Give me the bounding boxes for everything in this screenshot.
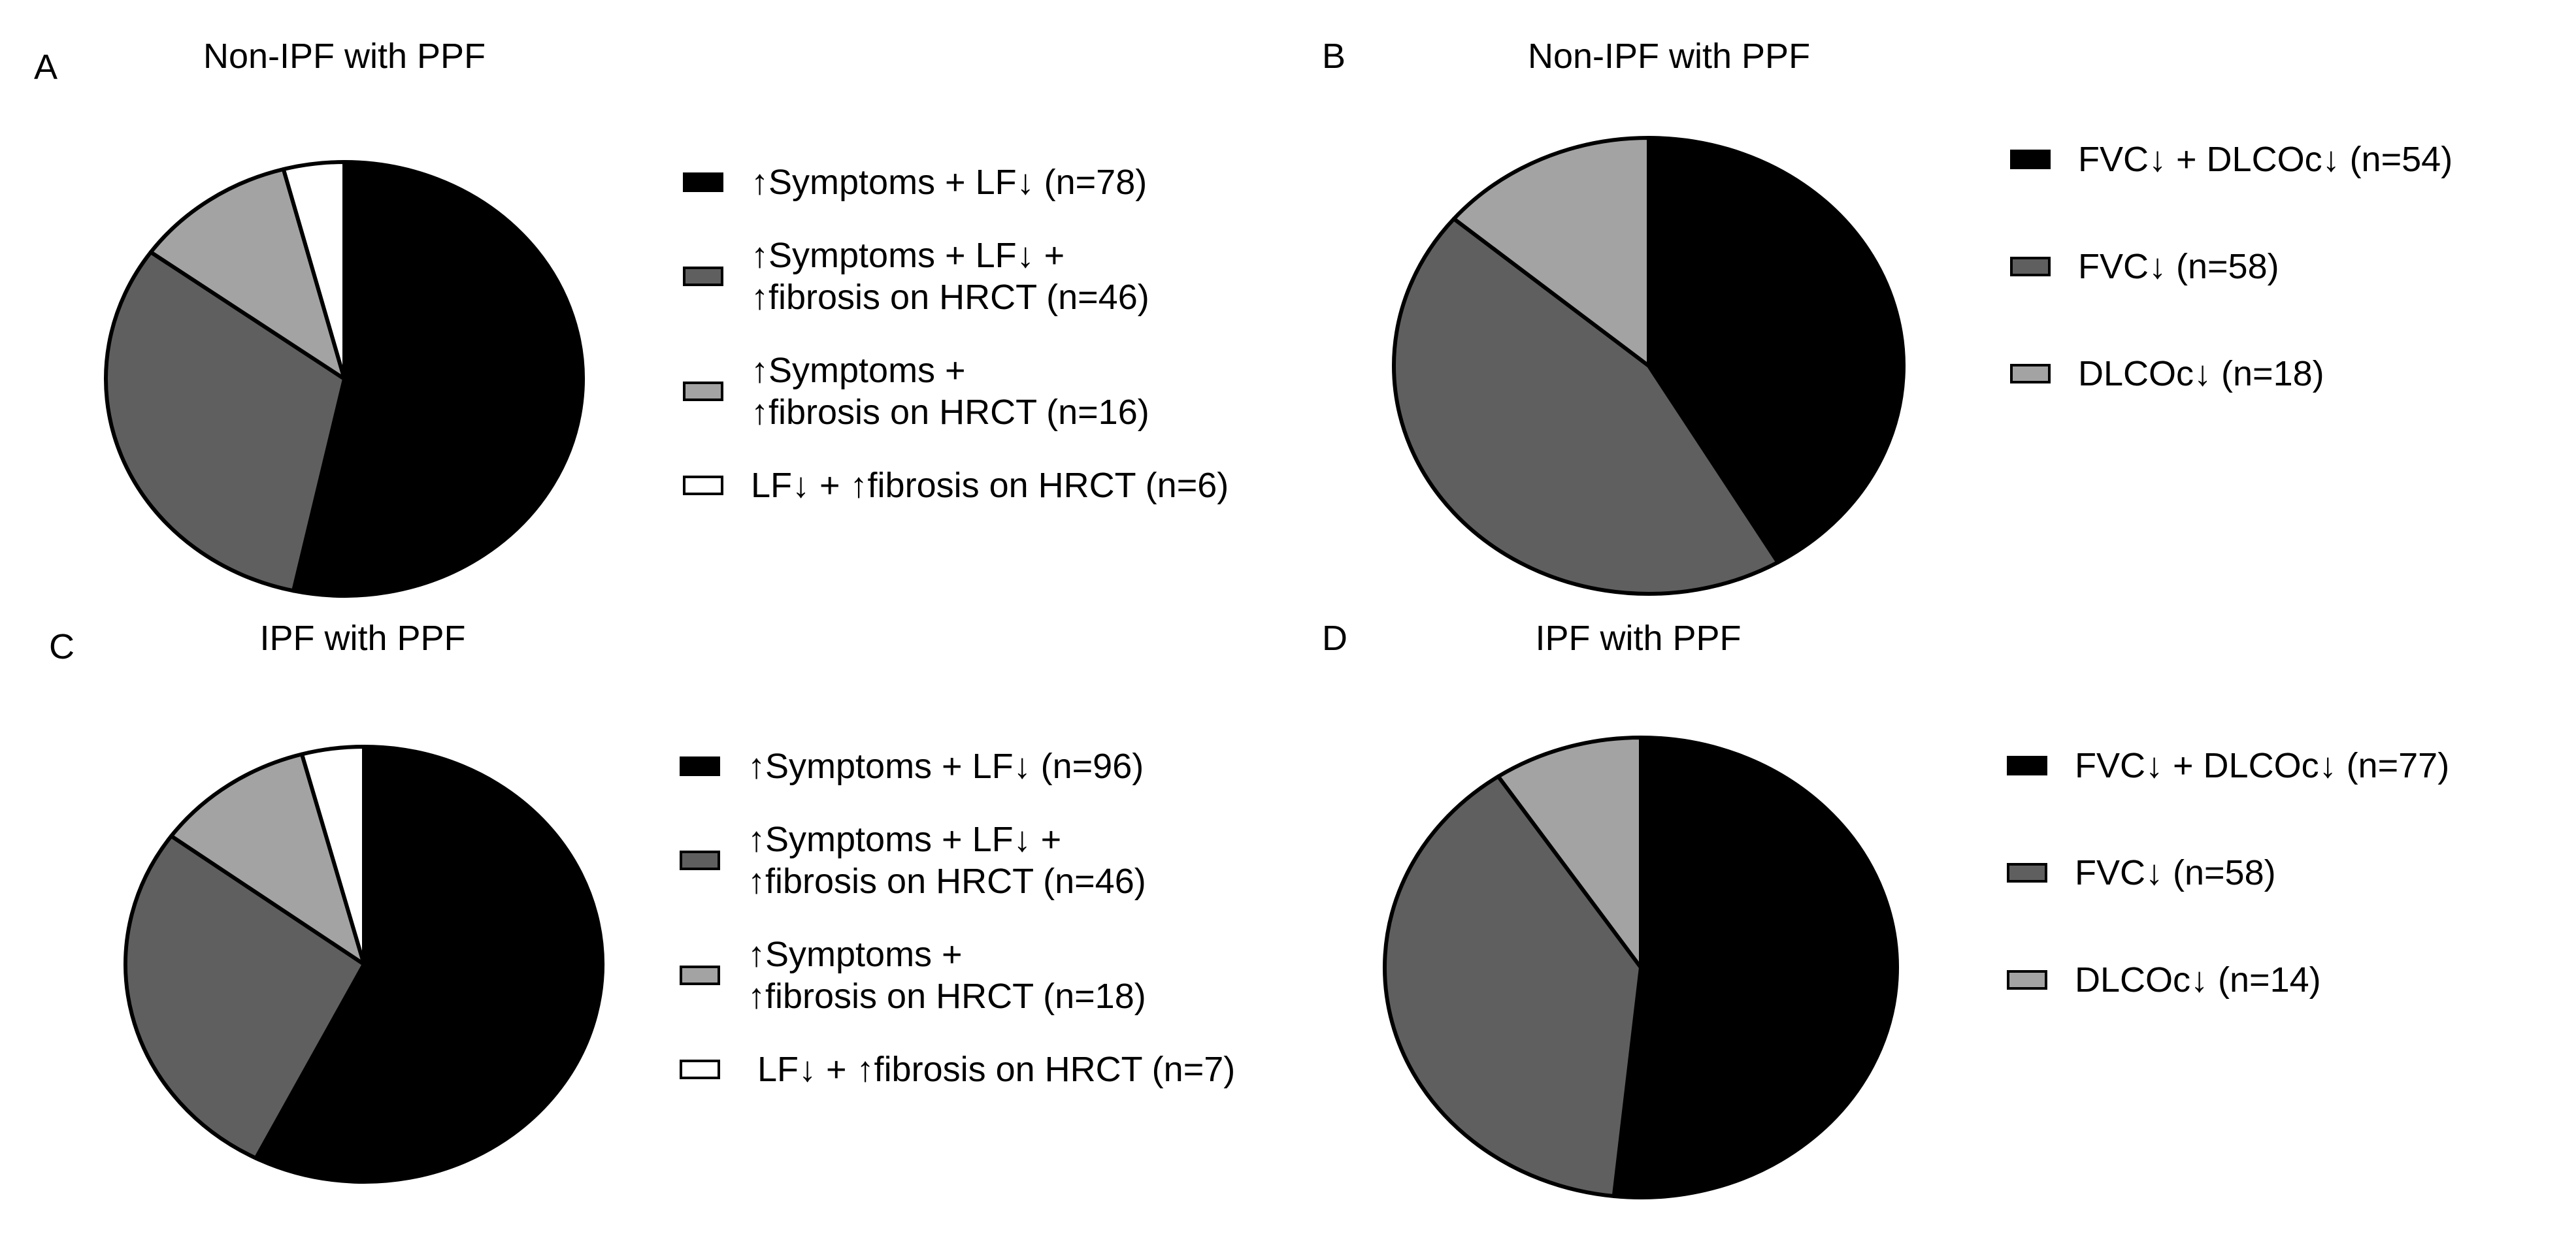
- legend-swatch: [2007, 756, 2047, 775]
- legend-label-line: FVC↓ + DLCOc↓ (n=54): [2078, 140, 2453, 179]
- legend-label: ↑Symptoms + LF↓ (n=78): [751, 161, 1147, 203]
- legend-swatch: [680, 851, 720, 870]
- legend-item: FVC↓ (n=58): [2010, 246, 2452, 287]
- legend-swatch: [683, 172, 723, 192]
- pie-slice-1: [1611, 736, 1899, 1199]
- legend-swatch: [2007, 970, 2047, 990]
- legend-label-line: DLCOc↓ (n=18): [2078, 354, 2324, 393]
- legend-swatch: [2010, 364, 2051, 383]
- legend-label: ↑Symptoms + LF↓ + ↑fibrosis on HRCT (n=46…: [751, 235, 1149, 318]
- legend: ↑Symptoms + LF↓ (n=78) ↑Symptoms + LF↓ + ↑…: [683, 161, 1229, 538]
- legend-item: DLCOc↓ (n=14): [2007, 959, 2449, 1001]
- panel-letter: C: [49, 627, 74, 666]
- panel-letter: D: [1322, 619, 1347, 658]
- legend-label-line: FVC↓ (n=58): [2078, 247, 2279, 286]
- pie-slice-2: [1392, 216, 1780, 596]
- legend-label: FVC↓ + DLCOc↓ (n=54): [2078, 138, 2452, 180]
- legend-label: ↑Symptoms + LF↓ (n=96): [748, 745, 1144, 787]
- panel-letter: B: [1322, 37, 1346, 76]
- legend-label-line: ↑Symptoms +: [751, 351, 966, 390]
- panel-a: A Non-IPF with PPF ↑Symptoms + LF↓ (n=78…: [0, 0, 1288, 618]
- legend-label: ↑Symptoms + ↑fibrosis on HRCT (n=16): [751, 350, 1149, 433]
- pie-slice-1: [291, 160, 585, 598]
- pie-slice-2: [1383, 774, 1643, 1199]
- legend-swatch: [683, 382, 723, 401]
- chart-title: Non-IPF with PPF: [1527, 37, 1811, 76]
- legend-label: LF↓ + ↑fibrosis on HRCT (n=7): [748, 1049, 1235, 1090]
- chart-title: Non-IPF with PPF: [203, 37, 486, 76]
- pie-slice-1: [1647, 136, 1906, 564]
- pie-slice-4: [281, 160, 346, 381]
- legend-label: FVC↓ + DLCOc↓ (n=77): [2075, 745, 2449, 787]
- chart-title: IPF with PPF: [259, 619, 466, 658]
- legend-item: ↑Symptoms + LF↓ (n=78): [683, 161, 1229, 203]
- legend-swatch: [2007, 863, 2047, 883]
- legend-item: LF↓ + ↑fibrosis on HRCT (n=7): [680, 1049, 1235, 1090]
- legend-label-line: LF↓ + ↑fibrosis on HRCT (n=7): [748, 1050, 1236, 1089]
- pie-slice-2: [124, 834, 366, 1160]
- legend-item: ↑Symptoms + ↑fibrosis on HRCT (n=16): [683, 350, 1229, 433]
- pie-slice-3: [169, 752, 366, 966]
- panel-b: B Non-IPF with PPF FVC↓ + DLCOc↓ (n=54) F…: [1288, 0, 2576, 618]
- legend: ↑Symptoms + LF↓ (n=96) ↑Symptoms + LF↓ + ↑…: [680, 745, 1235, 1122]
- legend-label-line: ↑fibrosis on HRCT (n=46): [751, 278, 1149, 317]
- legend-swatch: [680, 756, 720, 776]
- legend-item: FVC↓ + DLCOc↓ (n=54): [2010, 138, 2452, 180]
- legend-label-line: FVC↓ (n=58): [2075, 853, 2276, 892]
- legend-label: FVC↓ (n=58): [2075, 852, 2276, 894]
- legend-label-line: FVC↓ + DLCOc↓ (n=77): [2075, 746, 2450, 785]
- legend-swatch: [680, 1060, 720, 1079]
- legend-label: FVC↓ (n=58): [2078, 246, 2279, 287]
- panel-c: C IPF with PPF ↑Symptoms + LF↓ (n=96) ↑Sy…: [0, 618, 1288, 1236]
- legend-label-line: ↑fibrosis on HRCT (n=18): [748, 977, 1146, 1016]
- legend-swatch: [2010, 257, 2051, 276]
- legend-label-line: ↑Symptoms + LF↓ +: [748, 820, 1062, 859]
- legend-label: ↑Symptoms + LF↓ + ↑fibrosis on HRCT (n=46…: [748, 819, 1146, 902]
- pie-slice-2: [104, 250, 346, 593]
- pie-slice-3: [148, 167, 346, 381]
- pie-slice-4: [299, 745, 366, 966]
- legend-item: FVC↓ (n=58): [2007, 852, 2449, 894]
- legend-label-line: DLCOc↓ (n=14): [2075, 960, 2321, 1000]
- legend-label: DLCOc↓ (n=18): [2078, 353, 2324, 395]
- chart-title: IPF with PPF: [1535, 619, 1742, 658]
- legend-swatch: [683, 476, 723, 495]
- panel-d: D IPF with PPF FVC↓ + DLCOc↓ (n=77) FVC↓ …: [1288, 618, 2576, 1236]
- legend-label-line: ↑Symptoms + LF↓ (n=78): [751, 163, 1148, 202]
- legend-item: ↑Symptoms + ↑fibrosis on HRCT (n=18): [680, 934, 1235, 1017]
- pie-slice-1: [254, 745, 604, 1184]
- panel-letter: A: [34, 48, 58, 87]
- legend-swatch: [2010, 150, 2051, 169]
- legend-item: LF↓ + ↑fibrosis on HRCT (n=6): [683, 464, 1229, 506]
- legend-label-line: LF↓ + ↑fibrosis on HRCT (n=6): [751, 466, 1229, 505]
- legend-item: FVC↓ + DLCOc↓ (n=77): [2007, 745, 2449, 787]
- pie-slice-3: [1496, 736, 1643, 969]
- legend-swatch: [680, 966, 720, 985]
- legend-label-line: ↑Symptoms + LF↓ +: [751, 236, 1065, 275]
- legend-label: LF↓ + ↑fibrosis on HRCT (n=6): [751, 464, 1229, 506]
- legend-label: ↑Symptoms + ↑fibrosis on HRCT (n=18): [748, 934, 1146, 1017]
- legend-swatch: [683, 267, 723, 286]
- legend-label-line: ↑Symptoms + LF↓ (n=96): [748, 747, 1144, 786]
- legend-item: ↑Symptoms + LF↓ + ↑fibrosis on HRCT (n=46…: [683, 235, 1229, 318]
- legend: FVC↓ + DLCOc↓ (n=54) FVC↓ (n=58) DLCOc↓ (n…: [2010, 138, 2452, 460]
- legend-item: DLCOc↓ (n=18): [2010, 353, 2452, 395]
- legend-label-line: ↑fibrosis on HRCT (n=46): [748, 862, 1146, 901]
- legend-label-line: ↑fibrosis on HRCT (n=16): [751, 393, 1149, 432]
- legend: FVC↓ + DLCOc↓ (n=77) FVC↓ (n=58) DLCOc↓ (n…: [2007, 745, 2449, 1066]
- legend-item: ↑Symptoms + LF↓ + ↑fibrosis on HRCT (n=46…: [680, 819, 1235, 902]
- legend-label-line: ↑Symptoms +: [748, 935, 963, 974]
- legend-item: ↑Symptoms + LF↓ (n=96): [680, 745, 1235, 787]
- legend-label: DLCOc↓ (n=14): [2075, 959, 2321, 1001]
- pie-slice-3: [1451, 136, 1651, 368]
